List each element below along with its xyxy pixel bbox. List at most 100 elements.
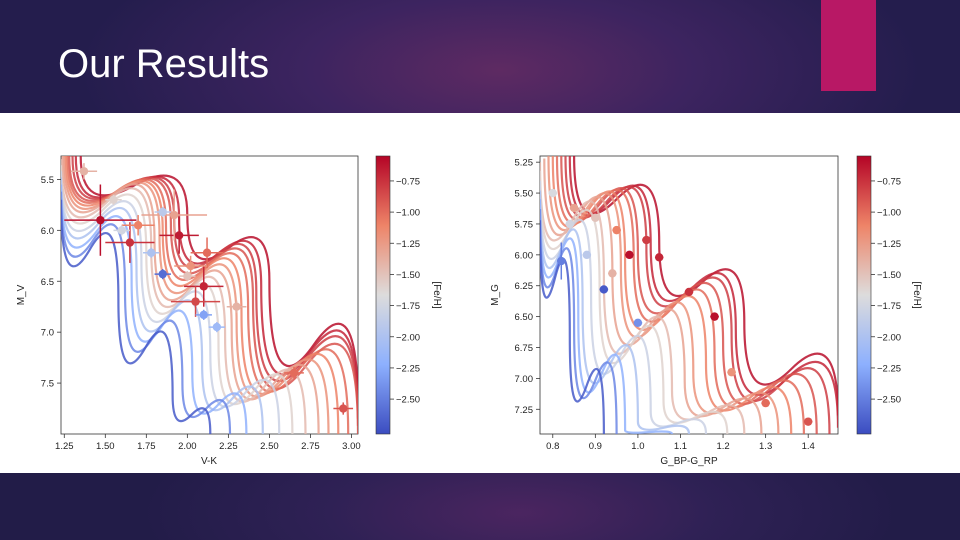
data-point	[199, 282, 208, 291]
x-tick-label: 1.3	[759, 441, 772, 452]
data-point	[191, 297, 200, 306]
data-point	[339, 404, 348, 413]
data-point	[202, 248, 212, 257]
y-tick-label: 7.00	[515, 374, 534, 385]
colorbar-tick-label: −2.25	[877, 363, 901, 374]
data-point	[232, 302, 241, 311]
figure-panel: 1.25 1.50 1.75 2.00 2.25 2.50 2.75 3.00 5.5 6.0 6…	[0, 113, 960, 473]
data-point	[625, 250, 634, 260]
x-tick-label: 2.50	[260, 441, 279, 452]
y-tick-label: 6.5	[41, 277, 54, 288]
colorbar-tick-label: −1.50	[877, 270, 901, 281]
slide-header: Our Results	[0, 0, 960, 113]
data-point	[125, 238, 135, 247]
x-tick-label: 1.0	[631, 441, 644, 452]
x-axis-label: V-K	[201, 456, 217, 467]
data-point	[183, 271, 192, 281]
figure-svg: 1.25 1.50 1.75 2.00 2.25 2.50 2.75 3.00 5.5 6.0 6…	[16, 155, 922, 467]
chart-2: 0.8 0.9 1.0 1.1 1.2 1.3 1.4 5.25 5.50 5.75 6.00 6.…	[490, 155, 922, 467]
data-point	[186, 261, 195, 271]
colorbar-tick-label: −1.25	[877, 239, 901, 250]
x-tick-label: 2.00	[178, 441, 197, 452]
x-tick-label: 1.25	[55, 441, 74, 452]
x-axis-label: G_BP-G_RP	[660, 456, 718, 467]
colorbar-label: [Fe/H]	[431, 281, 442, 308]
y-tick-label: 5.50	[515, 189, 534, 200]
data-point	[642, 235, 651, 245]
isochrone-line	[61, 199, 212, 434]
x-tick-label: 1.50	[96, 441, 115, 452]
data-point	[170, 210, 179, 220]
colorbar	[375, 155, 391, 435]
data-point	[96, 215, 105, 225]
x-tick-label: 0.8	[546, 441, 559, 452]
data-point	[727, 368, 736, 377]
x-tick-label: 1.4	[802, 441, 815, 452]
data-point	[158, 269, 167, 279]
data-point	[133, 221, 143, 230]
colorbar-tick-label: −2.25	[396, 363, 420, 374]
isochrone-line	[74, 156, 358, 419]
colorbar-tick-label: −1.50	[396, 270, 420, 281]
y-axis-label: M_V	[16, 284, 27, 305]
y-tick-label: 5.5	[41, 175, 54, 186]
data-point	[582, 250, 592, 260]
colorbar-tick-label: −0.75	[877, 176, 901, 187]
x-tick-label: 0.9	[589, 441, 602, 452]
y-axis-label: M_G	[490, 284, 501, 306]
y-tick-label: 7.5	[41, 379, 54, 390]
data-point	[684, 287, 694, 297]
data-point	[117, 226, 126, 235]
data-point	[655, 253, 664, 262]
data-point	[633, 318, 643, 327]
colorbar-tick-label: −2.50	[396, 395, 420, 406]
colorbar-tick-label: −2.00	[396, 332, 420, 343]
data-point	[569, 203, 579, 213]
data-point	[158, 207, 167, 217]
accent-block	[821, 0, 876, 91]
y-tick-label: 5.75	[515, 219, 534, 230]
colorbar-tick-label: −1.25	[396, 239, 420, 250]
data-point	[109, 195, 118, 204]
x-tick-label: 2.75	[301, 441, 320, 452]
data-point	[710, 312, 719, 321]
colorbar-tick-label: −1.75	[877, 301, 901, 312]
x-tick-label: 1.1	[674, 441, 687, 452]
data-point	[79, 167, 89, 176]
x-tick-label: 2.25	[219, 441, 238, 452]
slide-footer	[0, 473, 960, 540]
y-tick-label: 6.00	[515, 250, 534, 261]
slide-title: Our Results	[58, 42, 270, 86]
data-point	[761, 398, 770, 408]
isochrone-line	[540, 209, 618, 434]
data-point	[608, 269, 617, 278]
data-point	[212, 322, 222, 332]
data-point	[557, 256, 566, 266]
colorbar-tick-label: −1.75	[396, 301, 420, 312]
colorbar-tick-label: −0.75	[396, 176, 420, 187]
data-point	[147, 248, 156, 257]
y-tick-label: 6.0	[41, 226, 54, 237]
chart-1: 1.25 1.50 1.75 2.00 2.25 2.50 2.75 3.00 5.5 6.0 6…	[16, 155, 442, 467]
data-point	[199, 310, 208, 320]
data-point	[804, 417, 813, 426]
y-tick-label: 7.25	[515, 405, 534, 416]
x-tick-label: 1.2	[716, 441, 729, 452]
colorbar-tick-label: −1.00	[877, 208, 901, 219]
colorbar-tick-label: −2.50	[877, 395, 901, 406]
colorbar-tick-label: −1.00	[396, 208, 420, 219]
data-point	[565, 219, 574, 229]
data-point	[174, 231, 184, 240]
data-point	[612, 225, 621, 235]
y-tick-label: 6.75	[515, 343, 534, 354]
data-point	[289, 368, 299, 378]
y-tick-label: 5.25	[515, 158, 534, 169]
colorbar-tick-label: −2.00	[877, 332, 901, 343]
y-tick-label: 6.50	[515, 312, 534, 323]
y-tick-label: 6.25	[515, 281, 534, 292]
data-point	[548, 188, 557, 198]
x-tick-label: 3.00	[342, 441, 361, 452]
isochrone-line	[540, 220, 605, 434]
x-tick-label: 1.75	[137, 441, 156, 452]
data-point	[599, 285, 609, 294]
